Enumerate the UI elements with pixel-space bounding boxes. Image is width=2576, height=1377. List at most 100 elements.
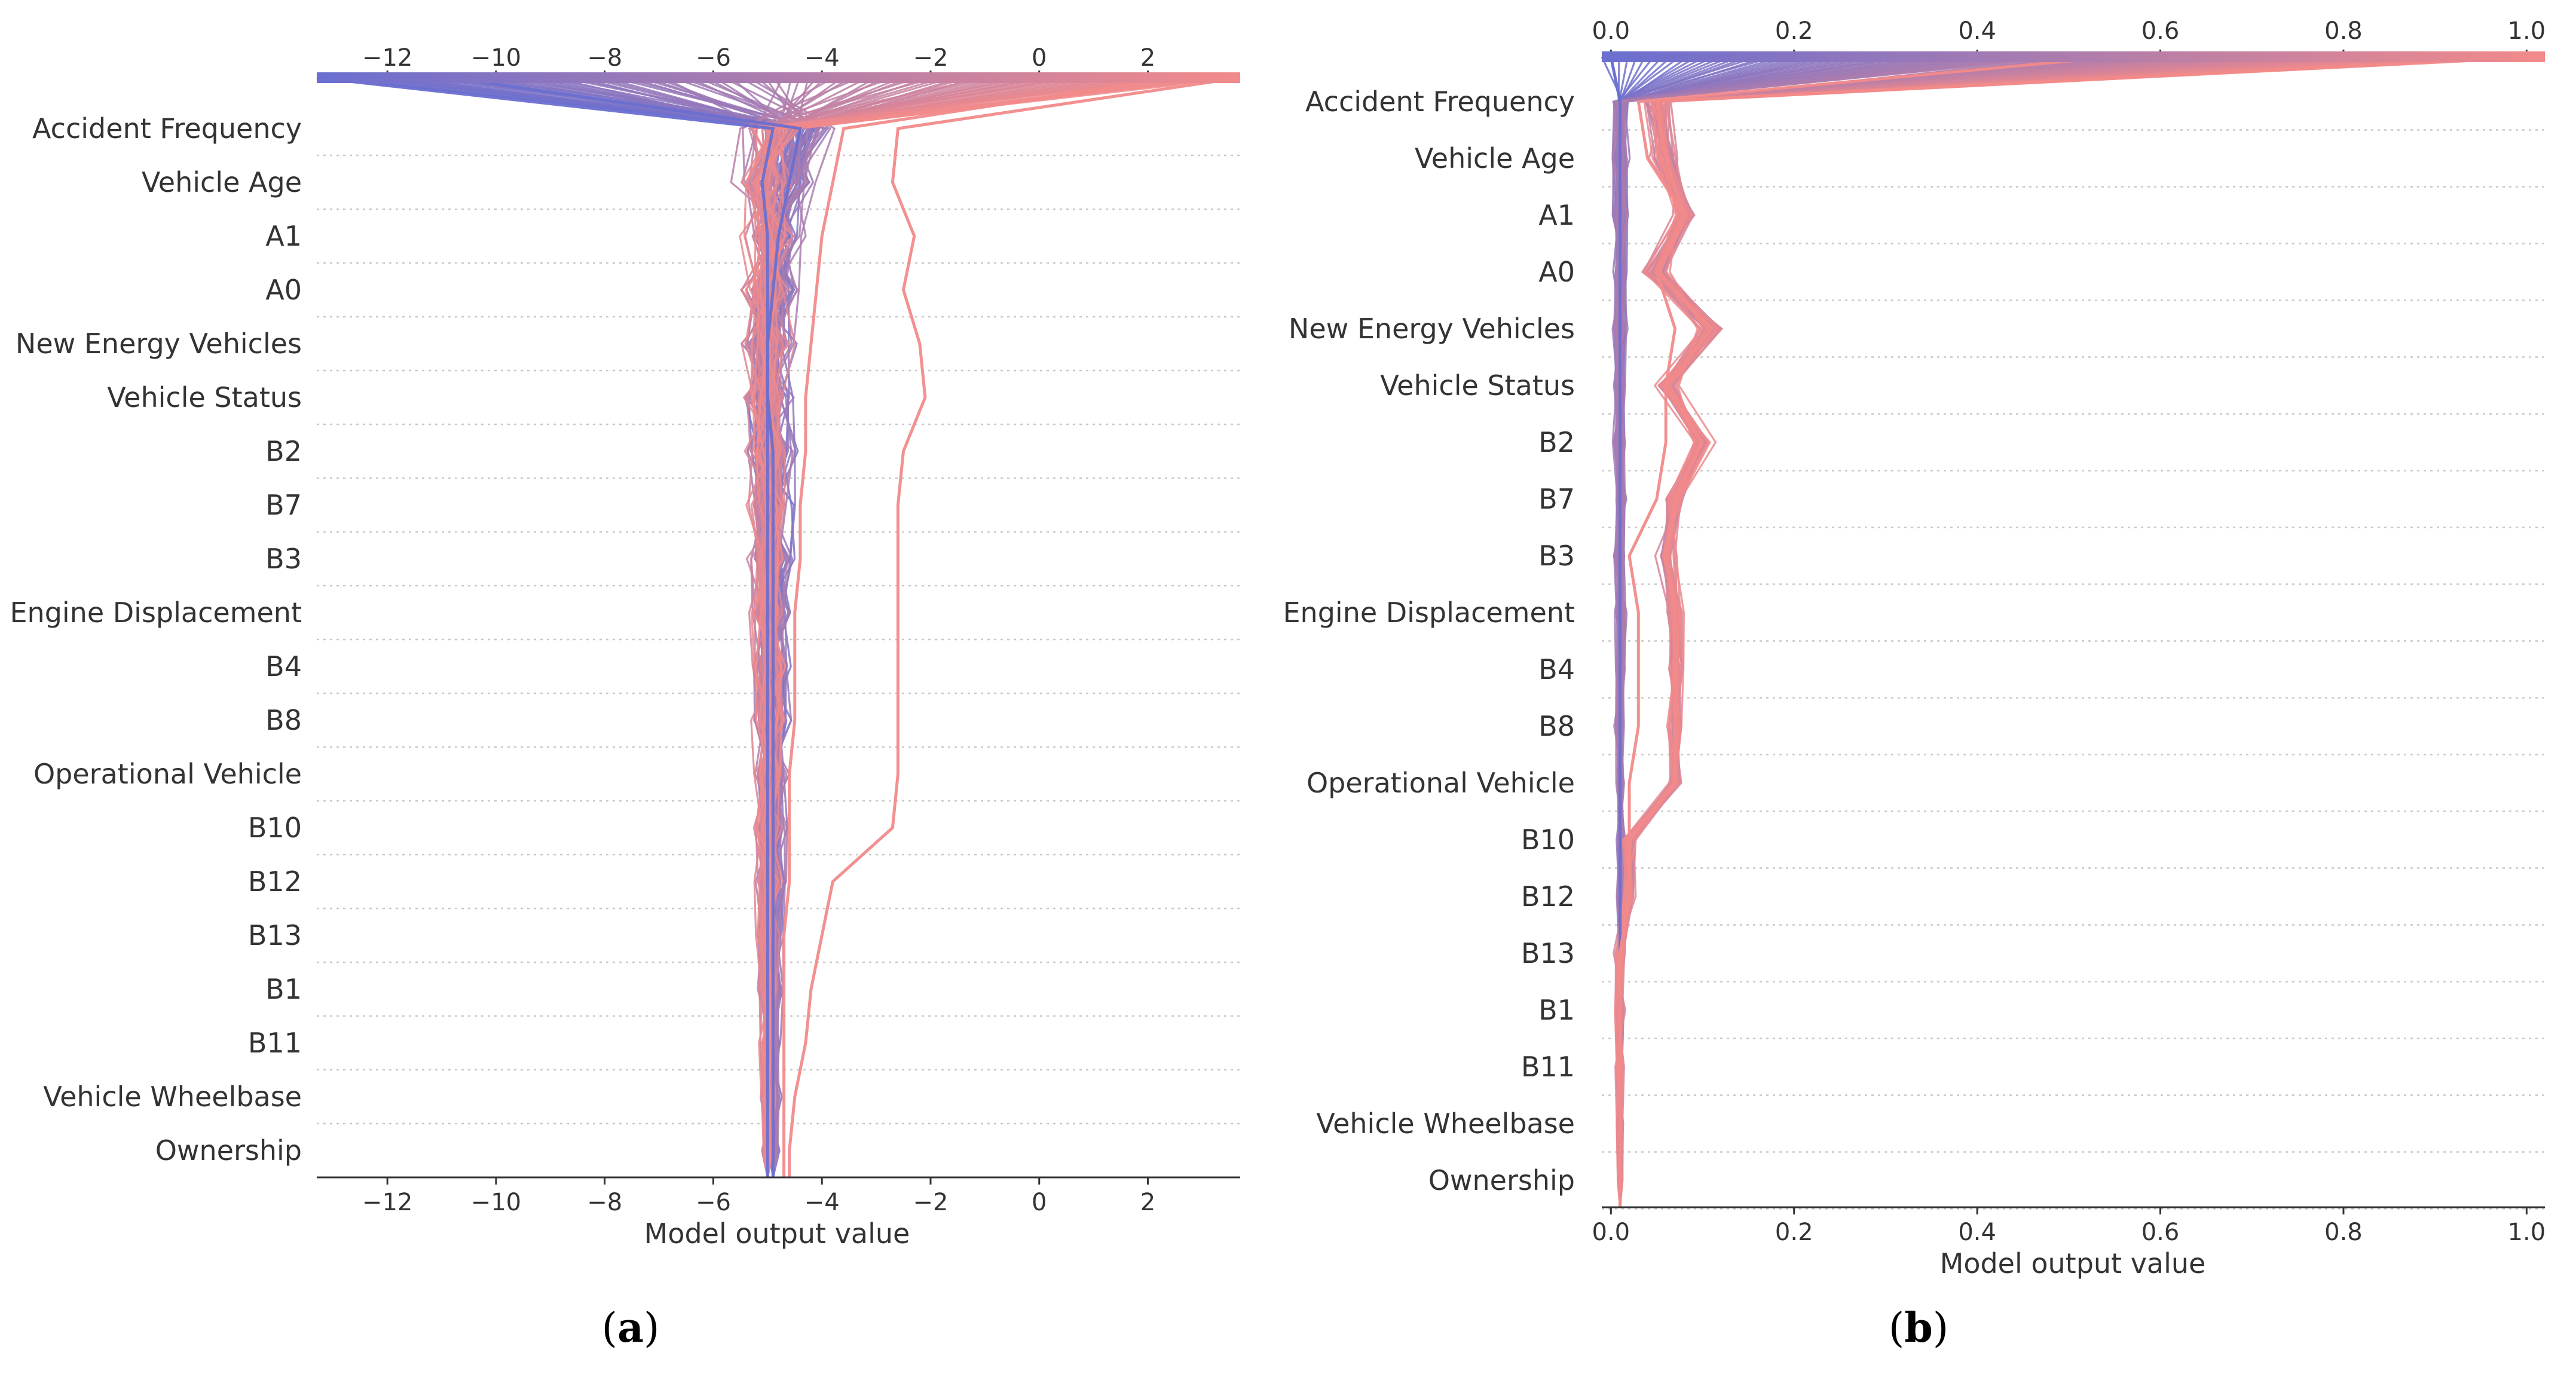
decision-line — [1616, 56, 2329, 1208]
x-tick-label: 1.0 — [2508, 1219, 2546, 1246]
decision-line — [1614, 56, 2424, 1208]
decision-line — [1611, 56, 1957, 1208]
feature-label: B13 — [1521, 937, 1575, 969]
decision-line — [1614, 56, 1801, 1208]
decision-line — [409, 76, 787, 1178]
decision-line — [1613, 56, 1948, 1208]
x-tick-label: −6 — [696, 1189, 731, 1216]
feature-label: B1 — [265, 973, 302, 1005]
feature-label: New Energy Vehicles — [1289, 313, 1575, 345]
decision-line — [746, 76, 978, 1178]
decision-line — [1615, 56, 2433, 1208]
decision-line — [1614, 56, 2485, 1208]
decision-line — [1616, 56, 2494, 1208]
decision-line — [1619, 56, 2415, 1208]
decision-line — [1617, 56, 2260, 1208]
decision-line — [1616, 56, 2502, 1208]
decision-line — [1616, 56, 2467, 1208]
decision-line — [1618, 56, 2459, 1208]
decision-line — [745, 76, 1198, 1178]
decision-line — [1618, 56, 2546, 1208]
top-tick-label: 0 — [1032, 44, 1047, 72]
feature-label: New Energy Vehicles — [16, 328, 302, 360]
feature-label: B8 — [265, 704, 302, 736]
top-tick-label: 0.2 — [1775, 17, 1813, 45]
decision-line — [359, 76, 806, 1178]
decision-line — [755, 76, 1207, 1178]
decision-line — [1613, 56, 2372, 1208]
decision-line — [1619, 56, 2199, 1208]
decision-line — [376, 76, 802, 1178]
feature-label: Ownership — [155, 1134, 302, 1167]
bottom-axis-a: −12 −10 −8 −6 −4 −2 0 2 — [317, 1176, 1240, 1216]
x-tick-label: 0 — [1032, 1189, 1047, 1216]
decision-line — [1618, 56, 2364, 1208]
feature-label: B13 — [248, 919, 302, 951]
feature-labels-a: Accident Frequency Vehicle Age A1 A0 New Ene… — [10, 112, 302, 1167]
decision-line — [1617, 56, 2251, 1208]
decision-lines-b — [1601, 55, 2546, 1208]
feature-label: Vehicle Wheelbase — [1316, 1107, 1575, 1140]
decision-line — [1612, 56, 1879, 1208]
feature-label: Operational Vehicle — [1307, 767, 1575, 799]
x-tick-label: 0.6 — [2141, 1219, 2180, 1246]
top-tick-label: −4 — [804, 44, 840, 72]
feature-label: B12 — [248, 865, 302, 898]
decision-line — [1618, 56, 2078, 1208]
top-tick-label: −8 — [587, 44, 622, 72]
decision-line — [753, 76, 1097, 1178]
decision-line — [744, 76, 1190, 1178]
feature-label: A0 — [265, 274, 302, 306]
decision-line — [1617, 56, 1706, 1208]
top-tick-label: −6 — [696, 44, 731, 72]
feature-label: Engine Displacement — [1283, 596, 1575, 629]
feature-label: Accident Frequency — [32, 112, 302, 145]
feature-label: Ownership — [1428, 1164, 1575, 1197]
feature-label: Vehicle Age — [142, 166, 302, 198]
decision-line — [1616, 56, 2234, 1208]
feature-label: Vehicle Status — [1380, 369, 1575, 402]
decision-line — [1616, 56, 1827, 1208]
decision-line — [1619, 56, 2208, 1208]
feature-label: Vehicle Age — [1415, 142, 1575, 175]
decision-line — [751, 76, 1105, 1178]
feature-label: A1 — [265, 220, 302, 252]
decision-line — [1616, 56, 2173, 1208]
feature-label: B4 — [265, 650, 302, 683]
decision-line — [1616, 56, 2390, 1208]
x-tick-label: 0.0 — [1592, 1219, 1630, 1246]
output-colorbar — [1602, 51, 2545, 62]
decision-line-representative — [316, 76, 775, 1177]
decision-line — [1617, 56, 2294, 1208]
x-tick-label: 2 — [1140, 1189, 1155, 1216]
decision-line — [325, 76, 814, 1178]
feature-label: B12 — [1521, 880, 1575, 913]
decision-line — [1617, 56, 2476, 1208]
decision-line-representative — [452, 76, 802, 1177]
decision-line — [1613, 56, 1922, 1208]
feature-label: B1 — [1538, 994, 1575, 1026]
decision-line — [1617, 56, 2303, 1208]
decision-line — [1614, 56, 2398, 1208]
feature-label: B3 — [1538, 540, 1575, 572]
feature-label: Vehicle Status — [107, 381, 302, 414]
decision-line — [1614, 56, 1792, 1208]
feature-label: A0 — [1538, 256, 1575, 288]
decision-line — [1617, 56, 2268, 1208]
top-tick-label: 0.8 — [2324, 17, 2363, 45]
decision-line — [342, 76, 784, 1178]
decision-line — [1617, 56, 2519, 1208]
feature-label: Accident Frequency — [1305, 85, 1575, 118]
feature-label: B10 — [1521, 824, 1575, 856]
decision-line — [1614, 56, 1887, 1208]
x-tick-label: −10 — [471, 1189, 521, 1216]
x-tick-label: −12 — [362, 1189, 412, 1216]
decision-line — [1616, 56, 2147, 1208]
feature-label: B11 — [248, 1027, 302, 1059]
top-tick-label: 0.4 — [1958, 17, 1996, 45]
feature-label: B8 — [1538, 710, 1575, 742]
decision-line — [1617, 56, 2217, 1208]
decision-line — [1616, 56, 2528, 1208]
panel-label-a: (a) — [601, 1304, 659, 1352]
decision-line — [752, 76, 1156, 1178]
